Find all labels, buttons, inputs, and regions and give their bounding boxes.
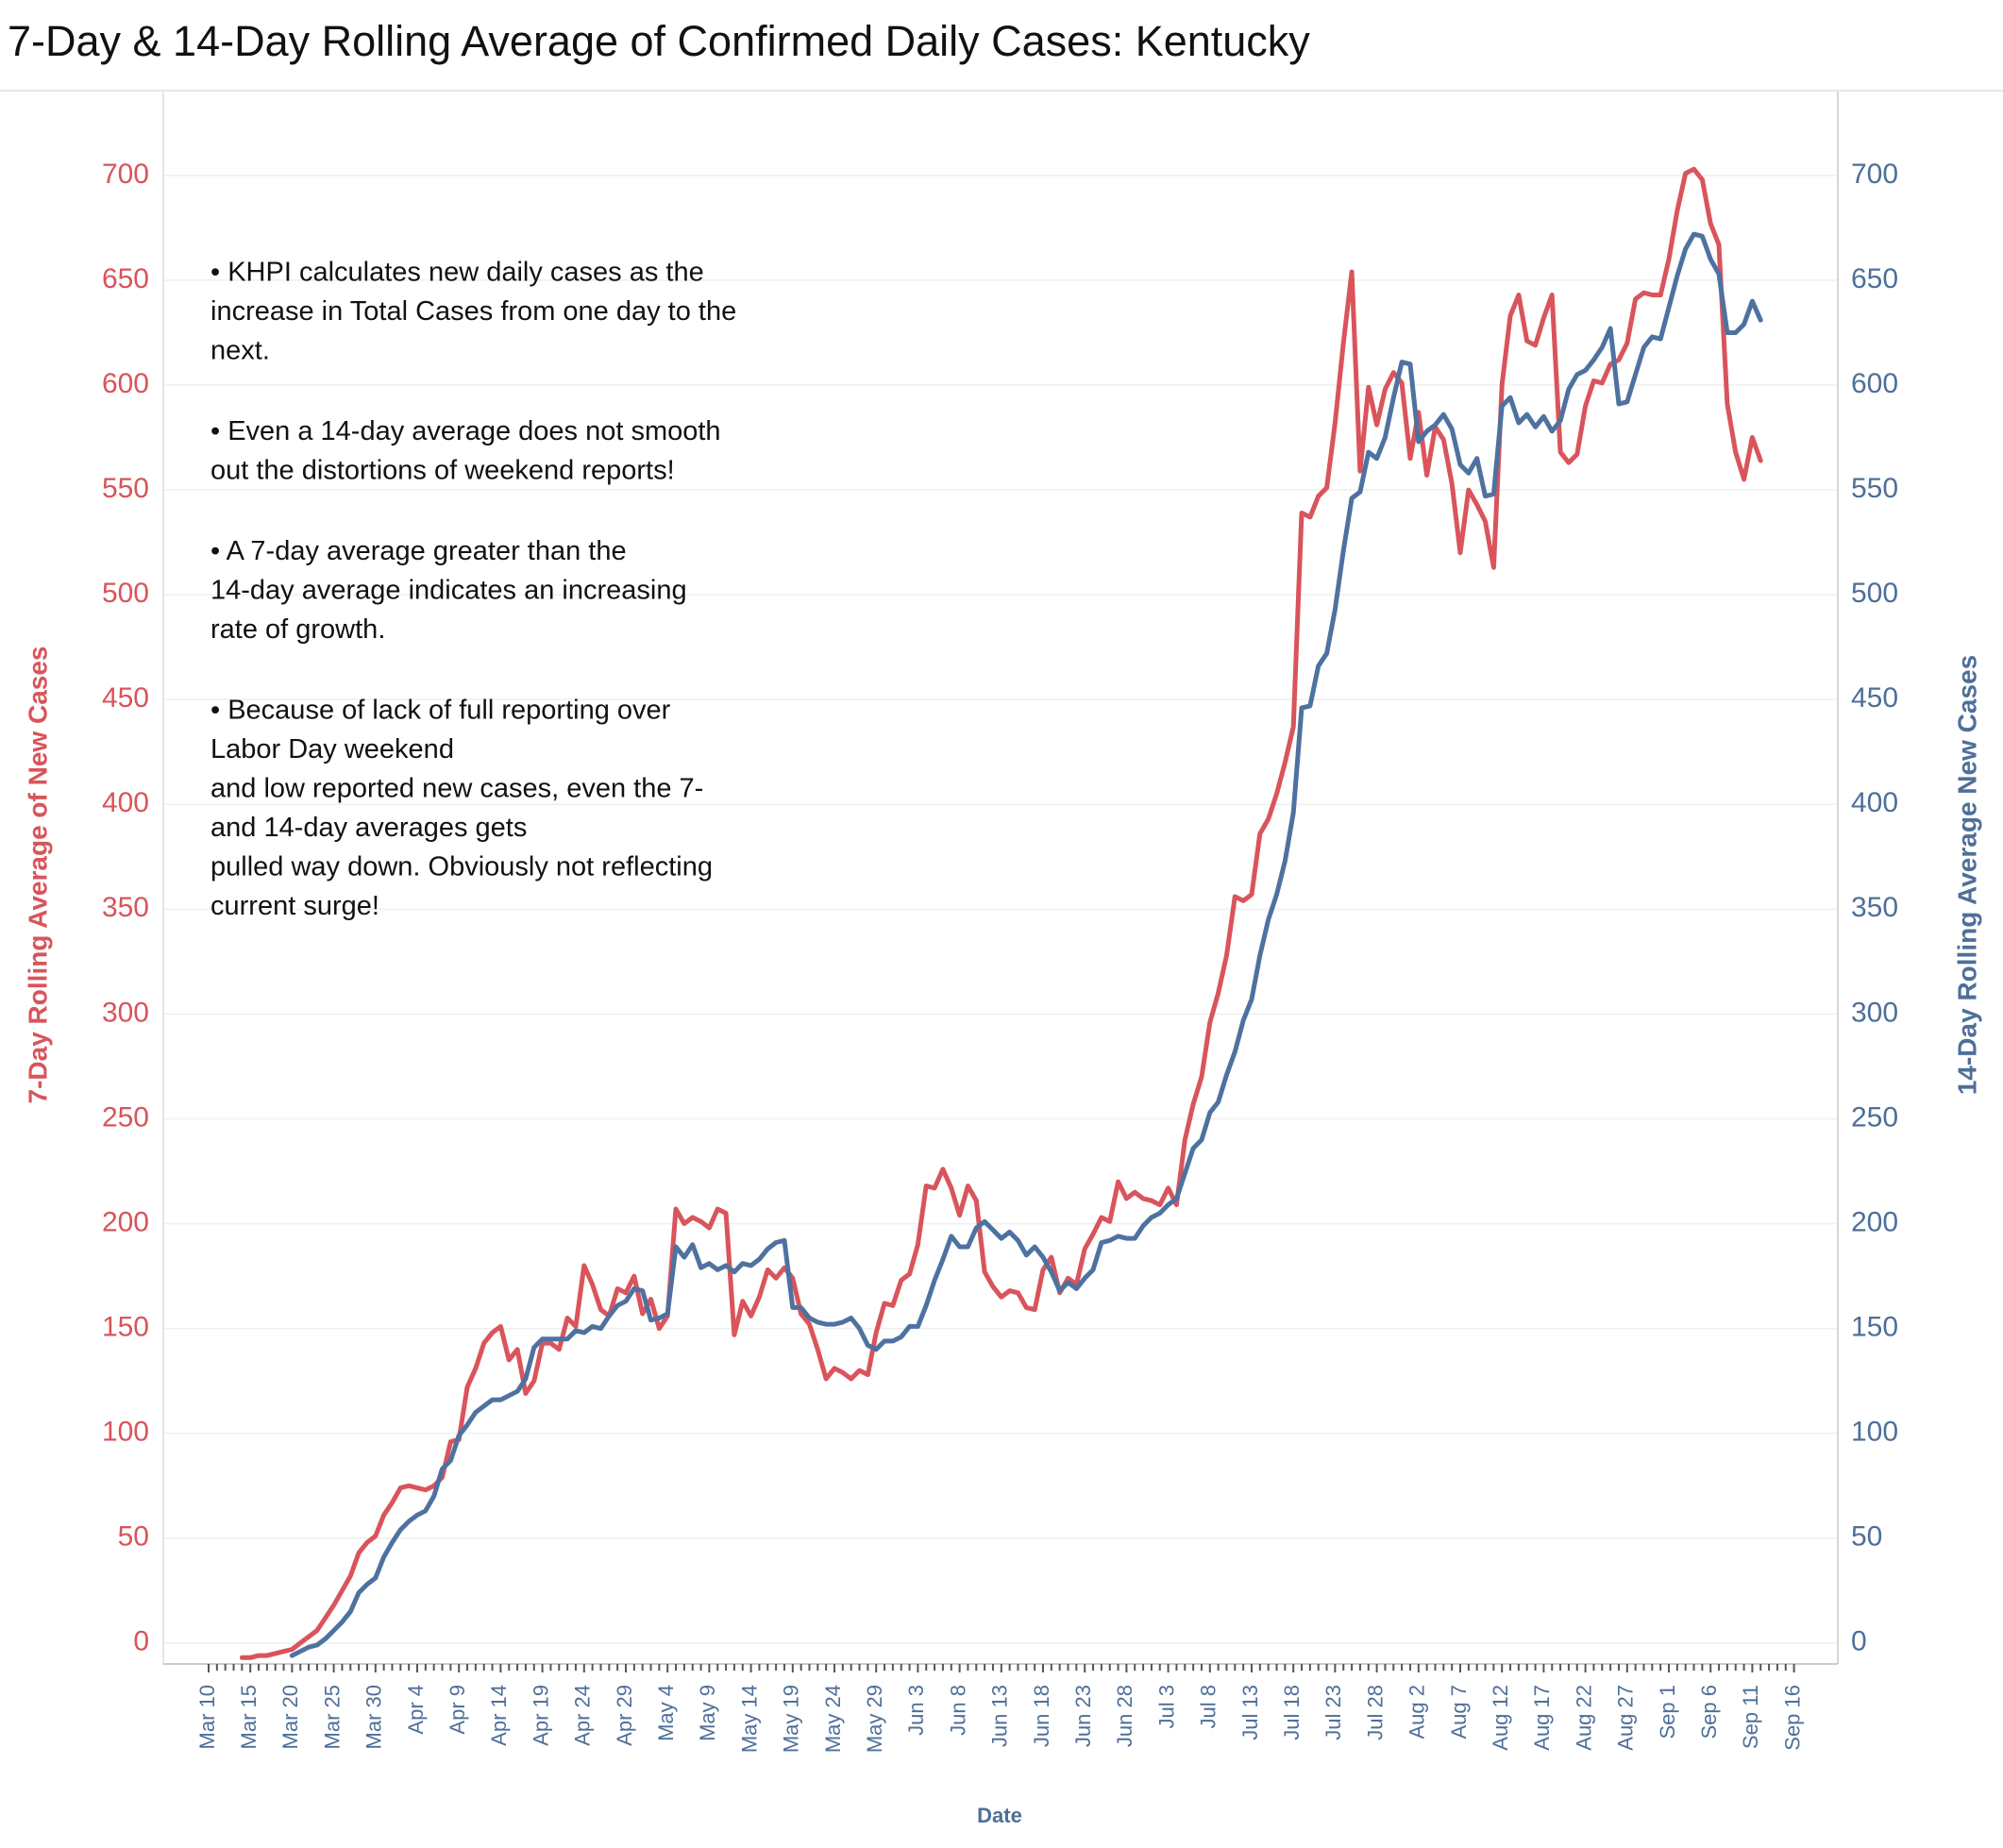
- x-tick-label: Sep 11: [1739, 1685, 1762, 1749]
- x-tick-label: Jun 3: [904, 1685, 928, 1736]
- x-tick-label: Apr 19: [529, 1685, 552, 1746]
- y2-tick-label: 700: [1851, 159, 1898, 190]
- annotation-line: • A 7-day average greater than the: [210, 536, 627, 566]
- y2-tick-label: 0: [1851, 1626, 1867, 1657]
- y2-tick-label: 550: [1851, 473, 1898, 504]
- y2-tick-label: 50: [1851, 1521, 1882, 1553]
- annotation-line: increase in Total Cases from one day to …: [210, 296, 736, 327]
- y2-tick-label: 500: [1851, 578, 1898, 609]
- x-tick-label: Mar 20: [278, 1685, 302, 1749]
- x-tick-label: Jun 13: [988, 1685, 1012, 1747]
- x-tick-label: Mar 25: [320, 1685, 344, 1749]
- x-tick-label: Mar 10: [195, 1685, 219, 1749]
- x-tick-label: Apr 14: [487, 1685, 511, 1746]
- y2-tick-label: 300: [1851, 997, 1898, 1028]
- x-tick-label: Aug 12: [1489, 1685, 1512, 1751]
- y-tick-label: 600: [102, 368, 149, 399]
- x-tick-label: Aug 2: [1405, 1685, 1429, 1739]
- y2-tick-label: 400: [1851, 787, 1898, 818]
- x-tick-label: May 24: [821, 1685, 845, 1753]
- y-tick-label: 250: [102, 1101, 149, 1133]
- x-tick-label: Aug 22: [1572, 1685, 1595, 1751]
- y-tick-label: 50: [118, 1521, 149, 1553]
- x-tick-label: Jul 23: [1321, 1685, 1345, 1740]
- x-tick-label: Apr 24: [571, 1685, 595, 1746]
- y-tick-label: 450: [102, 682, 149, 714]
- y-tick-label: 700: [102, 159, 149, 190]
- y-tick-label: 400: [102, 787, 149, 818]
- y2-tick-label: 600: [1851, 368, 1898, 399]
- x-tick-label: Jun 23: [1071, 1685, 1095, 1747]
- annotation-line: and low reported new cases, even the 7-: [210, 774, 703, 804]
- y2-tick-label: 100: [1851, 1417, 1898, 1448]
- annotation-line: Labor Day weekend: [210, 734, 454, 764]
- x-tick-label: Aug 17: [1530, 1685, 1554, 1751]
- annotation-line: • Because of lack of full reporting over: [210, 696, 671, 726]
- x-tick-label: Sep 1: [1656, 1685, 1679, 1739]
- y-tick-label: 350: [102, 892, 149, 923]
- series-line: [289, 231, 1763, 1658]
- y2-tick-label: 450: [1851, 682, 1898, 714]
- y-tick-label: 300: [102, 997, 149, 1028]
- x-tick-label: Mar 30: [362, 1685, 386, 1749]
- x-tick-label: Apr 29: [613, 1685, 636, 1746]
- x-tick-label: May 9: [696, 1685, 719, 1741]
- x-tick-label: Jun 28: [1113, 1685, 1136, 1747]
- x-tick-label: May 19: [780, 1685, 803, 1753]
- y-tick-label: 150: [102, 1312, 149, 1343]
- annotation-line: and 14-day averages gets: [210, 813, 527, 843]
- x-tick-label: Mar 15: [237, 1685, 261, 1749]
- y-tick-label: 550: [102, 473, 149, 504]
- annotation-line: current surge!: [210, 891, 379, 921]
- y-tick-label: 100: [102, 1417, 149, 1448]
- chart-title: 7-Day & 14-Day Rolling Average of Confir…: [8, 17, 1310, 65]
- annotation-line: • KHPI calculates new daily cases as the: [210, 258, 704, 288]
- annotation-line: pulled way down. Obviously not reflectin…: [210, 852, 713, 882]
- y2-tick-label: 250: [1851, 1101, 1898, 1133]
- x-tick-label: Jun 8: [946, 1685, 969, 1736]
- annotation-line: rate of growth.: [210, 614, 385, 645]
- x-tick-label: Aug 7: [1447, 1685, 1471, 1739]
- y2-tick-label: 650: [1851, 263, 1898, 294]
- y-axis-label: 7-Day Rolling Average of New Cases: [23, 647, 52, 1104]
- x-tick-label: Jul 18: [1280, 1685, 1304, 1740]
- x-tick-label: Sep 6: [1697, 1685, 1721, 1739]
- y-tick-label: 500: [102, 578, 149, 609]
- y2-tick-label: 200: [1851, 1206, 1898, 1237]
- x-tick-label: Aug 27: [1614, 1685, 1638, 1751]
- series-line: [239, 166, 1763, 1660]
- x-tick-label: Jul 8: [1197, 1685, 1220, 1728]
- x-tick-label: Apr 9: [446, 1685, 469, 1735]
- y2-axis-label: 14-Day Rolling Average New Cases: [1952, 655, 1981, 1095]
- x-tick-label: May 29: [863, 1685, 886, 1753]
- x-tick-label: Jul 13: [1238, 1685, 1262, 1740]
- y-tick-label: 650: [102, 263, 149, 294]
- y2-tick-label: 150: [1851, 1312, 1898, 1343]
- y2-tick-label: 350: [1851, 892, 1898, 923]
- annotation-line: • Even a 14-day average does not smooth: [210, 416, 721, 446]
- x-tick-label: Jul 28: [1363, 1685, 1387, 1740]
- x-tick-label: May 14: [737, 1685, 761, 1753]
- x-tick-label: Jun 18: [1030, 1685, 1053, 1747]
- y-tick-label: 0: [133, 1626, 149, 1657]
- annotation-line: 14-day average indicates an increasing: [210, 576, 687, 606]
- x-tick-label: Sep 16: [1780, 1685, 1804, 1751]
- x-tick-label: Jul 3: [1154, 1685, 1178, 1728]
- annotation-line: out the distortions of weekend reports!: [210, 456, 675, 486]
- x-tick-label: May 4: [654, 1685, 678, 1741]
- x-axis-label: Date: [977, 1804, 1022, 1827]
- y-tick-label: 200: [102, 1206, 149, 1237]
- annotation-line: next.: [210, 336, 270, 366]
- x-tick-label: Apr 4: [404, 1685, 428, 1735]
